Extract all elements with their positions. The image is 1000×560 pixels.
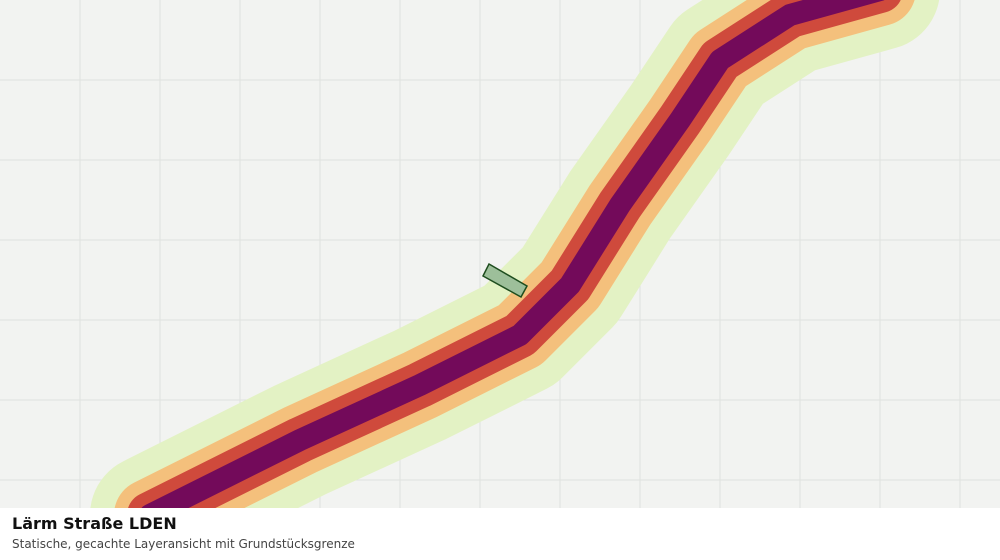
noise-bands bbox=[90, 0, 939, 508]
map-background bbox=[0, 0, 1000, 508]
map-view bbox=[0, 0, 1000, 508]
parcel-boundary bbox=[482, 262, 529, 299]
noise-band-very-high bbox=[141, 0, 885, 508]
map-caption: Lärm Straße LDEN Statische, gecachte Lay… bbox=[0, 508, 1000, 560]
map-title: Lärm Straße LDEN bbox=[12, 514, 177, 533]
map-subtitle: Statische, gecachte Layeransicht mit Gru… bbox=[12, 537, 355, 551]
